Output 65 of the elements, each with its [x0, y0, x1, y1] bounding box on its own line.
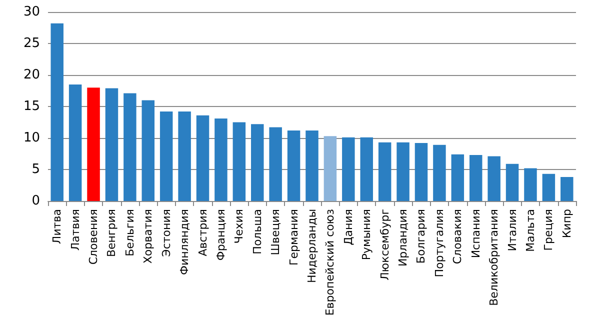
bar: [378, 142, 392, 201]
y-tick-label: 0: [32, 194, 40, 208]
bar: [524, 168, 537, 201]
bar: [542, 174, 556, 201]
x-tick-label: Словакия: [451, 209, 464, 264]
x-tick-label: Мальта: [524, 209, 537, 252]
bar: [196, 115, 210, 201]
bar: [105, 88, 118, 201]
x-tick-label: Румыния: [360, 209, 374, 260]
x-tick-label: Португалия: [432, 209, 446, 278]
bar: [506, 164, 519, 201]
bar: [324, 136, 337, 201]
x-tick-label: Бельгия: [123, 209, 136, 256]
y-tick-label: 15: [23, 99, 40, 114]
bar: [360, 137, 373, 201]
bar: [269, 127, 282, 201]
x-tick-label: Италия: [506, 209, 519, 252]
y-tick-label: 20: [23, 68, 40, 82]
bar: [160, 112, 173, 201]
bar: [251, 124, 264, 201]
x-tick-label: Дания: [342, 209, 355, 246]
bar: [560, 177, 574, 201]
x-tick-label: Чехия: [232, 209, 246, 244]
y-tick-label: 30: [23, 4, 40, 20]
bar: [433, 144, 446, 201]
x-tick-label: Болгария: [414, 209, 428, 264]
x-tick-label: Германия: [287, 209, 300, 266]
bar: [214, 118, 228, 201]
x-tick-label: Эстония: [160, 209, 173, 257]
x-tick-label: Испания: [469, 209, 482, 258]
bar: [488, 156, 500, 201]
bar: [287, 130, 300, 201]
x-tick-label: Австрия: [196, 209, 210, 256]
y-tick-label: 25: [23, 36, 40, 51]
x-tick-label: Великобритания: [488, 209, 501, 306]
bar: [414, 143, 428, 201]
x-tick-label: Греция: [542, 209, 556, 251]
bar: [451, 154, 464, 201]
y-tick-label: 5: [32, 162, 40, 177]
bar: [87, 88, 100, 201]
x-tick-label: Ирландия: [396, 209, 410, 267]
x-tick-label: Финляндия: [178, 209, 192, 276]
x-tick-label: Люксембург: [378, 208, 392, 280]
x-tick-label: Кипр: [560, 208, 574, 238]
x-tick-label: Латвия: [68, 209, 82, 251]
bar: [469, 155, 482, 201]
bar: [50, 23, 64, 201]
x-tick-label: Словения: [87, 209, 100, 265]
x-tick-label: Литва: [50, 209, 64, 244]
x-tick-label: Швеция: [269, 209, 282, 256]
bar: [306, 130, 318, 201]
x-tick-label: Хорватия: [142, 209, 155, 264]
x-tick-label: Франция: [214, 209, 228, 261]
x-tick-label: Европейский союз: [324, 208, 337, 316]
bar: [68, 84, 82, 201]
bar: [178, 112, 191, 201]
bar: [396, 142, 410, 201]
x-tick-label: Нидерланды: [306, 209, 318, 284]
bar: [142, 100, 155, 201]
bar: [342, 137, 355, 201]
bar: [124, 93, 136, 201]
y-tick-label: 10: [23, 130, 40, 146]
x-tick-label: Польша: [250, 209, 264, 254]
bar: [232, 122, 246, 201]
x-tick-label: Венгрия: [105, 209, 118, 258]
